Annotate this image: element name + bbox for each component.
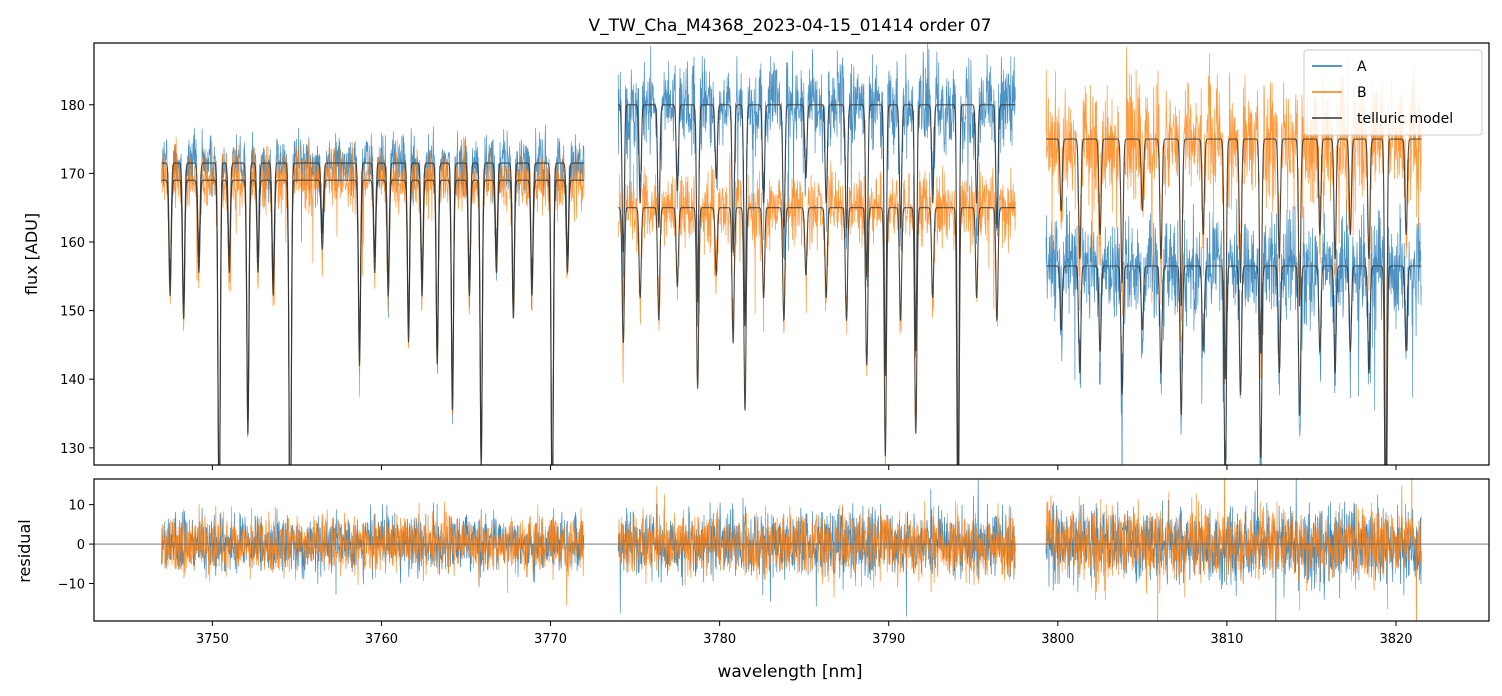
x-tick-label: 3750 xyxy=(196,632,229,647)
x-tick-label: 3790 xyxy=(872,632,905,647)
flux-x-ticks xyxy=(211,465,1397,470)
telluric-model-B xyxy=(161,138,1422,465)
legend: A B telluric model xyxy=(1303,49,1483,136)
legend-label-A: A xyxy=(1357,59,1367,75)
flux-y-tick-label: 150 xyxy=(60,305,85,320)
flux-panel: 130 140 150 160 170 180 flux [ADU] A B tellur… xyxy=(22,42,1490,470)
x-tick-label: 3820 xyxy=(1379,632,1412,647)
residual-x-ticks: 3750 3760 3770 3780 3790 3800 3810 3820 xyxy=(196,621,1413,647)
residual-y-tick-label: 0 xyxy=(77,538,85,553)
residual-y-tick-label: 10 xyxy=(68,499,85,514)
legend-box xyxy=(1303,49,1483,136)
x-tick-label: 3800 xyxy=(1041,632,1074,647)
residual-y-ticks: −10 0 10 xyxy=(58,499,94,593)
x-tick-label: 3810 xyxy=(1210,632,1243,647)
flux-y-tick-label: 170 xyxy=(60,167,85,182)
flux-y-tick-label: 130 xyxy=(60,442,85,457)
flux-y-tick-label: 140 xyxy=(60,373,85,388)
flux-y-tick-label: 180 xyxy=(60,99,85,114)
residual-panel-frame xyxy=(93,478,1490,622)
residual-series-layer xyxy=(94,479,1489,621)
legend-label-telluric-model: telluric model xyxy=(1357,111,1453,127)
x-axis-label: wavelength [nm] xyxy=(717,662,862,682)
x-tick-label: 3780 xyxy=(703,632,736,647)
residual-series-B xyxy=(161,479,1422,621)
residual-y-tick-label: −10 xyxy=(58,578,85,593)
chart-title: V_TW_Cha_M4368_2023-04-15_01414 order 07 xyxy=(589,16,992,36)
flux-panel-frame xyxy=(93,42,1490,466)
legend-label-B: B xyxy=(1357,85,1367,101)
flux-y-axis-label: flux [ADU] xyxy=(22,213,41,295)
residual-y-axis-label: residual xyxy=(15,519,34,582)
flux-y-ticks: 130 140 150 160 170 180 xyxy=(60,99,94,457)
flux-series-layer xyxy=(161,43,1422,465)
flux-y-tick-label: 160 xyxy=(60,236,85,251)
x-tick-label: 3760 xyxy=(365,632,398,647)
x-tick-label: 3770 xyxy=(534,632,567,647)
